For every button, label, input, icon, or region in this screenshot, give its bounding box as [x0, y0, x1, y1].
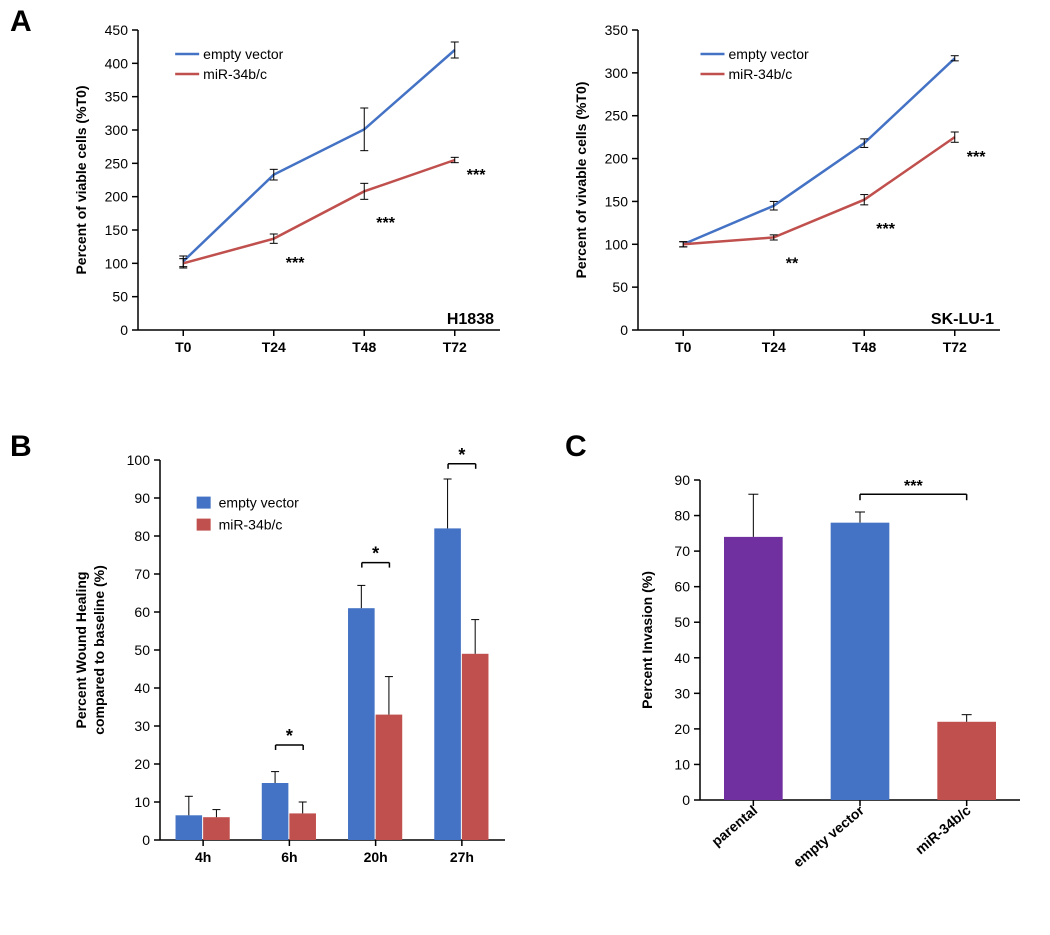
svg-text:***: ***	[967, 149, 986, 166]
svg-text:350: 350	[105, 89, 129, 105]
svg-text:***: ***	[467, 167, 486, 184]
svg-text:***: ***	[376, 215, 395, 232]
svg-text:50: 50	[134, 642, 150, 658]
panel-label-a: A	[10, 5, 32, 39]
svg-text:90: 90	[674, 472, 690, 488]
svg-text:T48: T48	[352, 339, 376, 355]
svg-text:SK-LU-1: SK-LU-1	[931, 311, 994, 328]
svg-text:*: *	[372, 544, 379, 564]
svg-text:*: *	[286, 726, 293, 746]
svg-text:10: 10	[674, 756, 690, 772]
svg-text:Percent of vivable cells (%T0): Percent of vivable cells (%T0)	[573, 82, 589, 279]
svg-text:80: 80	[674, 508, 690, 524]
svg-text:20: 20	[134, 756, 150, 772]
svg-text:200: 200	[605, 151, 629, 167]
svg-text:27h: 27h	[450, 849, 474, 865]
svg-text:T24: T24	[262, 339, 286, 355]
svg-text:empty vector: empty vector	[219, 495, 299, 511]
chart-a1-viability-h1838: 0 50 100 150 200 250 300 350 400 450 T0 T24 T48 T72 Pe…	[60, 20, 510, 380]
svg-text:30: 30	[674, 685, 690, 701]
svg-text:T24: T24	[762, 339, 786, 355]
svg-text:50: 50	[112, 289, 128, 305]
svg-text:20h: 20h	[364, 849, 388, 865]
chart-b-wound-healing: 0 10 20 30 40 50 60 70 80 90 100 4h 6h 20h 27h Percent …	[65, 450, 515, 890]
svg-text:60: 60	[674, 579, 690, 595]
svg-text:miR-34b/c: miR-34b/c	[729, 66, 793, 82]
svg-text:miR-34b/c: miR-34b/c	[203, 66, 267, 82]
svg-text:70: 70	[674, 543, 690, 559]
svg-text:10: 10	[134, 794, 150, 810]
svg-text:Percent Wound Healing: Percent Wound Healing	[73, 572, 89, 729]
svg-text:***: ***	[876, 221, 895, 238]
svg-text:90: 90	[134, 490, 150, 506]
svg-text:4h: 4h	[195, 849, 211, 865]
svg-text:100: 100	[605, 236, 629, 252]
svg-text:80: 80	[134, 528, 150, 544]
svg-text:300: 300	[605, 65, 629, 81]
svg-text:0: 0	[620, 322, 628, 338]
chart-c-invasion: 0 10 20 30 40 50 60 70 80 90 parental empty vector m…	[630, 470, 1030, 890]
svg-text:40: 40	[674, 650, 690, 666]
svg-text:250: 250	[605, 108, 629, 124]
svg-text:H1838: H1838	[447, 311, 494, 328]
svg-text:40: 40	[134, 680, 150, 696]
svg-text:T72: T72	[943, 339, 967, 355]
chart-a2-viability-sklu1: 0 50 100 150 200 250 300 350 T0 T24 T48 T72 Percent …	[560, 20, 1010, 380]
svg-text:empty vector: empty vector	[203, 46, 283, 62]
svg-text:miR-34b/c: miR-34b/c	[912, 802, 974, 857]
svg-text:150: 150	[605, 193, 629, 209]
svg-text:0: 0	[682, 792, 690, 808]
svg-text:50: 50	[674, 614, 690, 630]
svg-text:0: 0	[142, 832, 150, 848]
svg-text:empty vector: empty vector	[790, 802, 867, 871]
panel-label-b: B	[10, 430, 32, 464]
svg-text:150: 150	[105, 222, 129, 238]
svg-text:60: 60	[134, 604, 150, 620]
svg-text:**: **	[786, 255, 799, 272]
svg-text:30: 30	[134, 718, 150, 734]
svg-text:100: 100	[127, 452, 151, 468]
svg-text:Percent of viable cells (%T0): Percent of viable cells (%T0)	[73, 85, 89, 274]
svg-text:***: ***	[904, 478, 923, 495]
svg-text:20: 20	[674, 721, 690, 737]
svg-text:T0: T0	[675, 339, 692, 355]
svg-text:compared to baseline (%): compared to baseline (%)	[91, 565, 107, 735]
svg-text:*: *	[458, 445, 465, 465]
svg-text:T48: T48	[852, 339, 876, 355]
svg-text:450: 450	[105, 22, 129, 38]
svg-text:400: 400	[105, 55, 129, 71]
svg-text:250: 250	[105, 155, 129, 171]
svg-text:***: ***	[286, 255, 305, 272]
svg-text:empty vector: empty vector	[729, 46, 809, 62]
svg-text:200: 200	[105, 189, 129, 205]
svg-text:100: 100	[105, 255, 129, 271]
svg-text:50: 50	[612, 279, 628, 295]
svg-text:Percent Invasion (%): Percent Invasion (%)	[639, 571, 655, 709]
svg-text:0: 0	[120, 322, 128, 338]
svg-text:T0: T0	[175, 339, 192, 355]
svg-text:350: 350	[605, 22, 629, 38]
svg-text:70: 70	[134, 566, 150, 582]
svg-text:T72: T72	[443, 339, 467, 355]
panel-label-c: C	[565, 430, 587, 464]
svg-text:6h: 6h	[281, 849, 297, 865]
svg-text:parental: parental	[708, 802, 760, 849]
svg-text:300: 300	[105, 122, 129, 138]
svg-text:miR-34b/c: miR-34b/c	[219, 517, 283, 533]
